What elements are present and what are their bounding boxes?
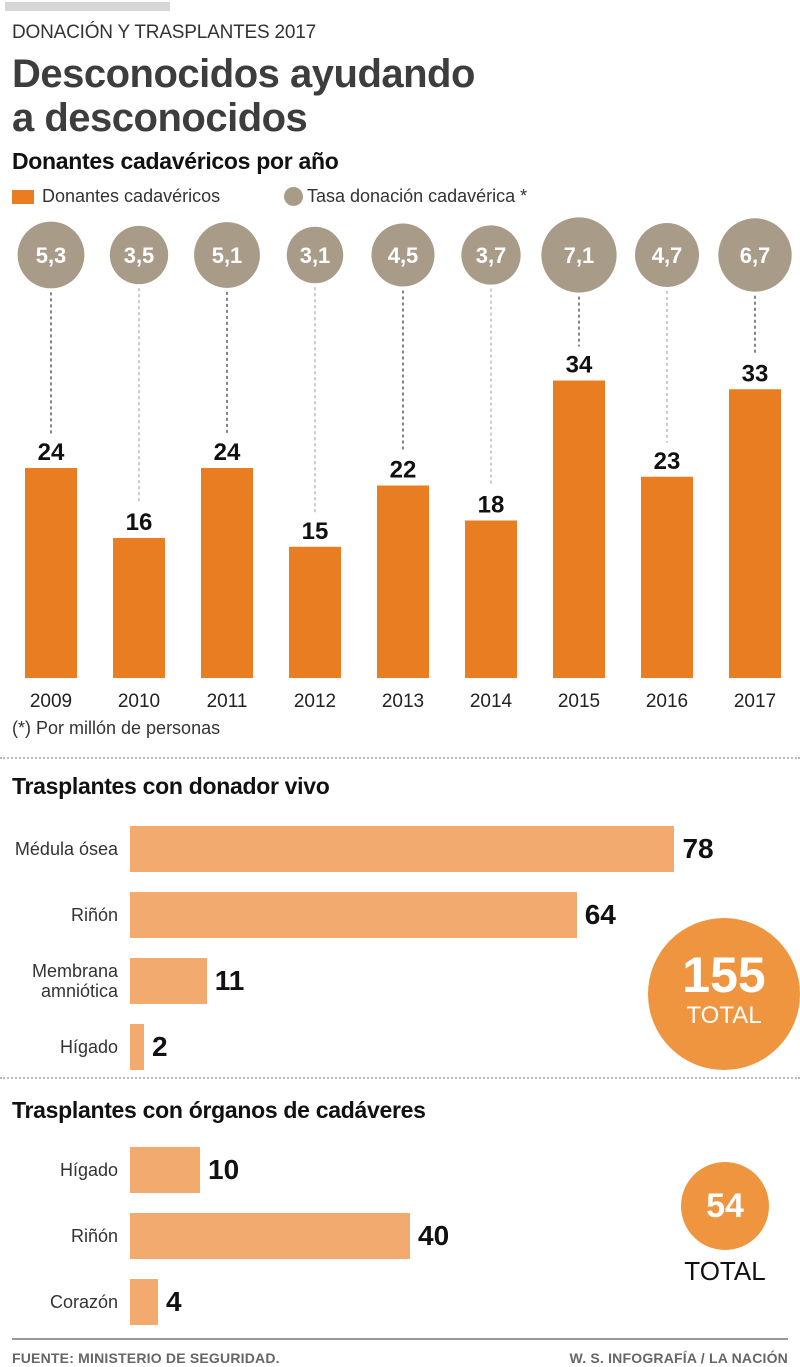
bar-value-label: 22 bbox=[390, 457, 417, 484]
legend-item-donors: Donantes cadavéricos bbox=[12, 186, 220, 207]
rate-label: 3,1 bbox=[300, 243, 331, 268]
section-title-living-donor: Trasplantes con donador vivo bbox=[12, 773, 330, 799]
rate-circle bbox=[541, 217, 617, 293]
bar bbox=[377, 485, 429, 678]
column-chart: 5,3 24 2009 3,5 16 2010 5,1 24 2011 3,1 15 2012 4,5 2… bbox=[17, 217, 792, 712]
credit: W. S. INFOGRAFÍA / LA NACIÓN bbox=[569, 1350, 788, 1366]
bar bbox=[130, 1024, 144, 1070]
x-tick-label: 2012 bbox=[294, 691, 336, 712]
bar-value-label: 24 bbox=[214, 439, 241, 466]
bar bbox=[130, 1279, 158, 1325]
bar bbox=[289, 546, 341, 678]
bar bbox=[113, 538, 165, 678]
rate-label: 5,1 bbox=[212, 243, 243, 268]
total-label: TOTAL bbox=[686, 1002, 762, 1029]
rate-label: 3,5 bbox=[124, 243, 155, 268]
title-line-2: a desconocidos bbox=[12, 96, 308, 140]
rate-label: 6,7 bbox=[740, 243, 771, 268]
bar-value-label: 64 bbox=[584, 899, 616, 930]
total-value: 54 bbox=[706, 1187, 744, 1225]
x-tick-label: 2011 bbox=[207, 691, 248, 712]
rate-label: 5,3 bbox=[36, 243, 67, 268]
bar-value-label: 10 bbox=[208, 1154, 240, 1185]
category-label: Corazón bbox=[49, 1292, 118, 1312]
page-title: Desconocidos ayudando a desconocidos bbox=[12, 52, 475, 140]
bar-value-label: 18 bbox=[478, 492, 505, 519]
section-title-cadaveric-donors: Donantes cadavéricos por año bbox=[12, 148, 339, 174]
category-label: Hígado bbox=[59, 1160, 118, 1180]
x-tick-label: 2009 bbox=[30, 691, 72, 712]
kicker: DONACIÓN Y TRASPLANTES 2017 bbox=[12, 22, 316, 43]
category-label: Médula ósea bbox=[14, 839, 118, 859]
bar-value-label: 33 bbox=[742, 360, 769, 387]
category-label: Membrana amniótica bbox=[31, 961, 118, 1001]
bar bbox=[130, 892, 577, 938]
top-decorative-bar bbox=[5, 2, 170, 11]
section-title-cadaver-organs: Trasplantes con órganos de cadáveres bbox=[12, 1097, 426, 1123]
rate-circle bbox=[461, 225, 521, 285]
bar bbox=[201, 468, 253, 678]
rate-label: 7,1 bbox=[564, 243, 595, 268]
rate-circle bbox=[718, 218, 792, 292]
rate-circle bbox=[635, 223, 699, 287]
legend-item-rate: Tasa donación cadavérica * bbox=[284, 186, 527, 207]
x-tick-label: 2014 bbox=[470, 691, 513, 712]
rate-label: 3,7 bbox=[476, 243, 507, 268]
category-label: Hígado bbox=[59, 1037, 118, 1057]
x-tick-label: 2013 bbox=[382, 691, 424, 712]
bar bbox=[130, 958, 207, 1004]
x-tick-label: 2016 bbox=[646, 691, 688, 712]
square-icon bbox=[12, 189, 34, 204]
total-label: TOTAL bbox=[684, 1256, 766, 1286]
bar bbox=[729, 389, 781, 678]
bar bbox=[130, 1213, 410, 1259]
circle-icon bbox=[284, 187, 303, 206]
rate-label: 4,7 bbox=[652, 243, 683, 268]
rate-circle bbox=[109, 225, 169, 285]
rate-circle bbox=[194, 222, 260, 288]
rate-circle bbox=[286, 226, 344, 284]
bar-value-label: 4 bbox=[166, 1286, 182, 1317]
bar-value-label: 11 bbox=[214, 965, 245, 996]
bar-value-label: 34 bbox=[566, 352, 593, 379]
total-badge-cadaver: 54 bbox=[681, 1162, 769, 1250]
title-line-1: Desconocidos ayudando bbox=[12, 52, 475, 96]
footnote: (*) Por millón de personas bbox=[12, 718, 221, 738]
bar bbox=[641, 476, 693, 678]
bar-value-label: 16 bbox=[126, 509, 153, 536]
divider bbox=[0, 757, 800, 759]
x-tick-label: 2017 bbox=[734, 691, 776, 712]
x-tick-label: 2010 bbox=[118, 691, 160, 712]
legend-label: Donantes cadavéricos bbox=[42, 186, 221, 206]
legend-label: Tasa donación cadavérica * bbox=[307, 186, 528, 206]
bar-value-label: 24 bbox=[38, 439, 65, 466]
category-label: Riñón bbox=[70, 1226, 118, 1246]
bar bbox=[553, 380, 605, 678]
footer-divider bbox=[12, 1338, 788, 1340]
bar-value-label: 78 bbox=[682, 833, 714, 864]
rate-label: 4,5 bbox=[388, 243, 419, 268]
divider bbox=[0, 1077, 800, 1079]
bar bbox=[130, 1147, 200, 1193]
bar-value-label: 23 bbox=[654, 448, 681, 475]
source-note: FUENTE: MINISTERIO DE SEGURIDAD. bbox=[12, 1350, 280, 1366]
total-value: 155 bbox=[682, 947, 766, 1003]
bar bbox=[465, 520, 517, 678]
category-label: Riñón bbox=[70, 905, 118, 925]
rate-circle bbox=[371, 223, 435, 287]
bar bbox=[130, 826, 675, 872]
bar-value-label: 15 bbox=[302, 518, 329, 545]
x-tick-label: 2015 bbox=[558, 691, 600, 712]
bar-value-label: 2 bbox=[151, 1031, 168, 1062]
rate-circle bbox=[17, 221, 85, 289]
total-badge-living: 155 TOTAL bbox=[648, 918, 800, 1070]
bar-value-label: 40 bbox=[418, 1220, 450, 1251]
bar bbox=[25, 468, 77, 678]
